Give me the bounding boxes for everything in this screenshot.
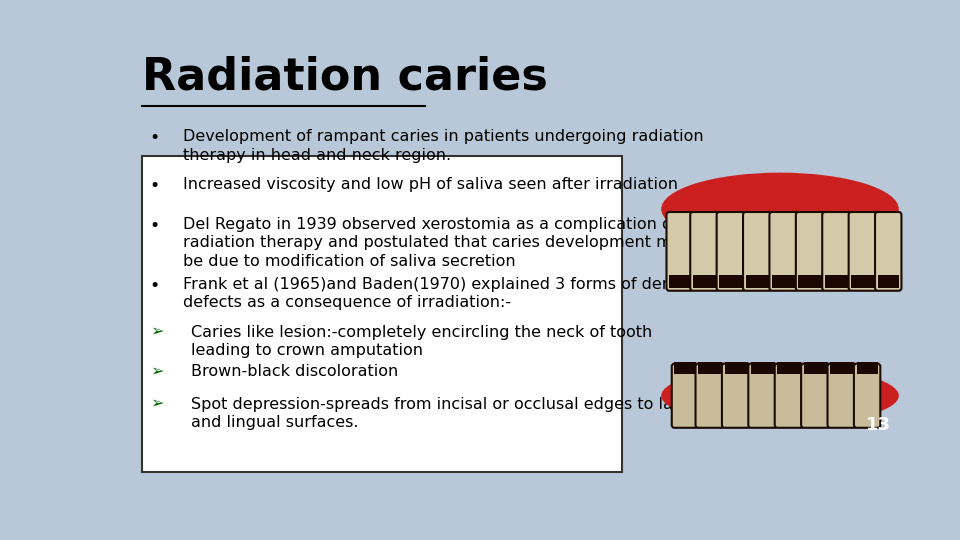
FancyBboxPatch shape bbox=[749, 363, 778, 428]
Bar bbox=[799, 275, 822, 288]
Bar bbox=[669, 275, 690, 288]
Text: ➢: ➢ bbox=[151, 325, 164, 340]
FancyBboxPatch shape bbox=[666, 212, 693, 291]
FancyBboxPatch shape bbox=[722, 363, 751, 428]
Text: •: • bbox=[150, 129, 160, 147]
Bar bbox=[852, 275, 876, 288]
Text: Del Regato in 1939 observed xerostomia as a complication of
radiation therapy an: Del Regato in 1939 observed xerostomia a… bbox=[183, 217, 691, 269]
Bar bbox=[674, 362, 695, 374]
Text: Development of rampant caries in patients undergoing radiation
therapy in head a: Development of rampant caries in patient… bbox=[183, 129, 704, 163]
Text: ➢: ➢ bbox=[151, 396, 164, 411]
Bar bbox=[877, 275, 899, 288]
FancyBboxPatch shape bbox=[876, 212, 901, 291]
Bar bbox=[804, 362, 828, 374]
FancyBboxPatch shape bbox=[716, 212, 746, 291]
FancyBboxPatch shape bbox=[770, 212, 799, 291]
FancyBboxPatch shape bbox=[802, 363, 830, 428]
FancyBboxPatch shape bbox=[743, 212, 772, 291]
Bar bbox=[698, 362, 722, 374]
Text: Frank et al (1965)and Baden(1970) explained 3 forms of dental
defects as a conse: Frank et al (1965)and Baden(1970) explai… bbox=[183, 277, 693, 310]
FancyBboxPatch shape bbox=[823, 212, 852, 291]
Bar bbox=[772, 275, 796, 288]
FancyBboxPatch shape bbox=[796, 212, 825, 291]
FancyBboxPatch shape bbox=[142, 156, 622, 473]
Text: Spot depression-spreads from incisal or occlusal edges to labial
and lingual sur: Spot depression-spreads from incisal or … bbox=[191, 396, 702, 430]
Bar bbox=[693, 275, 716, 288]
Text: •: • bbox=[150, 277, 160, 295]
Bar bbox=[719, 275, 743, 288]
Text: •: • bbox=[150, 177, 160, 195]
FancyBboxPatch shape bbox=[854, 363, 880, 428]
Bar bbox=[856, 362, 877, 374]
Text: 13: 13 bbox=[866, 416, 891, 434]
FancyBboxPatch shape bbox=[690, 212, 719, 291]
FancyBboxPatch shape bbox=[849, 212, 877, 291]
Text: ➢: ➢ bbox=[151, 364, 164, 379]
FancyBboxPatch shape bbox=[672, 363, 698, 428]
FancyBboxPatch shape bbox=[828, 363, 856, 428]
Text: Increased viscosity and low pH of saliva seen after irradiation: Increased viscosity and low pH of saliva… bbox=[183, 177, 678, 192]
Bar bbox=[751, 362, 775, 374]
Ellipse shape bbox=[661, 367, 899, 425]
Ellipse shape bbox=[661, 173, 899, 246]
Bar bbox=[825, 275, 849, 288]
Text: Brown-black discoloration: Brown-black discoloration bbox=[191, 364, 398, 379]
FancyBboxPatch shape bbox=[775, 363, 804, 428]
Text: •: • bbox=[150, 217, 160, 234]
Text: Radiation caries: Radiation caries bbox=[142, 55, 548, 98]
Bar bbox=[778, 362, 801, 374]
Bar bbox=[830, 362, 854, 374]
Bar bbox=[746, 275, 770, 288]
Bar bbox=[725, 362, 749, 374]
FancyBboxPatch shape bbox=[695, 363, 725, 428]
Text: Caries like lesion:-completely encircling the neck of tooth
leading to crown amp: Caries like lesion:-completely encirclin… bbox=[191, 325, 652, 358]
